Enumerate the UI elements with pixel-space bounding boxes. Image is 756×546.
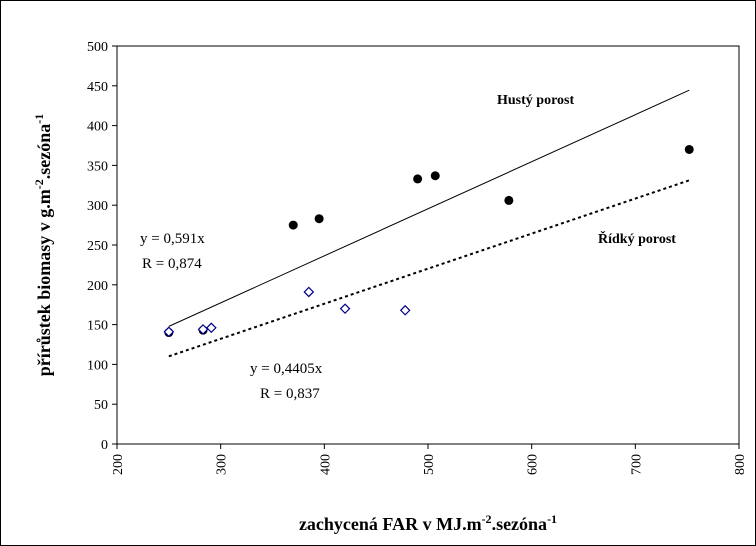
y-tick-label: 200 xyxy=(87,279,108,294)
x-axis-title: zachycená FAR v MJ.m-2.sezóna-1 xyxy=(299,512,557,534)
y-axis-title-sup2: -1 xyxy=(32,114,46,124)
y-tick-label: 400 xyxy=(87,120,108,135)
series-label-ridky: Řídký porost xyxy=(598,230,676,247)
equation-husty: y = 0,591x xyxy=(140,231,205,247)
y-tick-label: 50 xyxy=(94,398,108,413)
x-tick-label: 300 xyxy=(215,454,230,475)
x-tick-label: 800 xyxy=(733,454,748,475)
x-axis-ticks: 200 300 400 500 600 700 800 xyxy=(111,444,748,475)
data-point-ridky xyxy=(339,303,351,315)
x-tick-label: 600 xyxy=(526,454,541,475)
series-label-husty: Hustý porost xyxy=(497,93,574,108)
data-point-ridky xyxy=(303,286,315,298)
x-tick-label: 500 xyxy=(422,454,437,475)
y-tick-label: 300 xyxy=(87,199,108,214)
trendlines xyxy=(168,89,690,358)
data-points xyxy=(163,144,694,338)
equation-ridky: y = 0,4405x xyxy=(250,361,323,377)
y-axis-ticks: 0 50 100 150 200 250 300 350 400 450 500 xyxy=(87,40,117,453)
x-tick-label: 400 xyxy=(318,454,333,475)
y-tick-label: 0 xyxy=(101,438,108,453)
y-tick-label: 350 xyxy=(87,159,108,174)
data-point-husty xyxy=(684,144,694,154)
y-tick-label: 500 xyxy=(87,40,108,55)
y-tick-label: 450 xyxy=(87,80,108,95)
y-axis-title-main: přírůstek biomasy v g.m xyxy=(34,189,54,376)
y-tick-label: 100 xyxy=(87,358,108,373)
y-axis-title: přírůstek biomasy v g.m-2.sezóna-1 xyxy=(32,114,54,377)
data-point-husty xyxy=(413,174,423,184)
data-point-ridky xyxy=(205,322,217,334)
trendline-series-0 xyxy=(168,89,690,327)
r-value-ridky: R = 0,837 xyxy=(260,386,320,402)
trendline-series-1 xyxy=(168,179,690,358)
data-point-husty xyxy=(314,214,324,224)
data-point-ridky xyxy=(197,324,209,335)
y-axis-title-sup1: -2 xyxy=(32,179,46,189)
y-tick-label: 150 xyxy=(87,319,108,334)
x-tick-label: 200 xyxy=(111,454,126,475)
y-tick-label: 250 xyxy=(87,239,108,254)
data-point-husty xyxy=(504,195,514,205)
r-value-husty: R = 0,874 xyxy=(142,256,202,272)
data-point-husty xyxy=(430,171,440,181)
data-point-ridky xyxy=(399,304,411,316)
x-tick-label: 700 xyxy=(629,454,644,475)
data-point-husty xyxy=(288,220,298,230)
data-point-ridky xyxy=(163,326,175,338)
